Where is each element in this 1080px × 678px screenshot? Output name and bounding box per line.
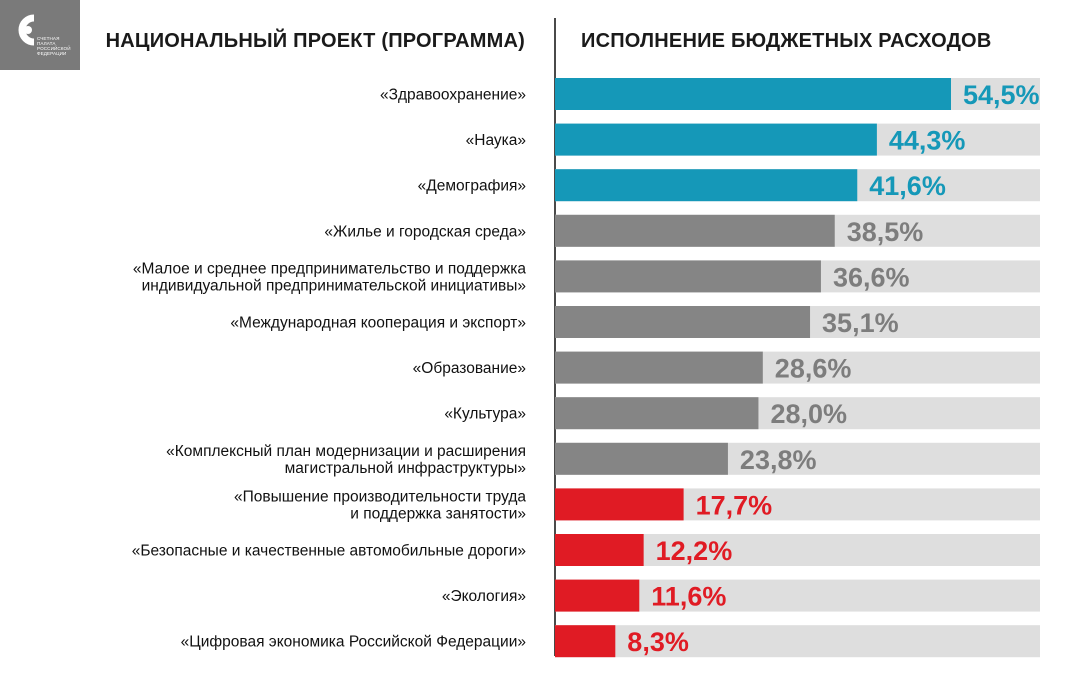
value-label: 38,5%	[847, 217, 924, 247]
bar	[555, 579, 640, 612]
value-label: 28,0%	[770, 399, 847, 429]
category-label: и поддержка занятости»	[350, 505, 526, 522]
value-label: 23,8%	[740, 445, 817, 475]
bar	[555, 214, 835, 247]
value-label: 17,7%	[696, 490, 773, 520]
bar-track	[555, 625, 1040, 658]
column-header-execution: ИСПОЛНЕНИЕ БЮДЖЕТНЫХ РАСХОДОВ	[581, 30, 992, 52]
category-label: «Международная кооперация и экспорт»	[230, 315, 526, 332]
bar	[555, 306, 811, 338]
category-label: «Безопасные и качественные автомобильные…	[132, 543, 526, 560]
category-label: «Демография»	[418, 178, 526, 195]
bar	[555, 260, 821, 293]
bar	[555, 488, 684, 521]
category-label: «Образование»	[413, 360, 526, 377]
value-label: 12,2%	[656, 536, 733, 566]
category-label: «Повышение производительности труда	[234, 488, 526, 505]
category-label: «Цифровая экономика Российской Федерации…	[181, 634, 526, 651]
bar	[555, 534, 644, 566]
value-label: 36,6%	[833, 262, 910, 292]
value-label: 28,6%	[775, 354, 852, 384]
category-label: индивидуальной предпринимательской иници…	[142, 277, 526, 294]
category-label: «Культура»	[444, 406, 526, 423]
value-label: 35,1%	[822, 308, 899, 338]
logo-line: ФЕДЕРАЦИИ	[37, 51, 67, 56]
category-label: «Здравоохранение»	[380, 87, 526, 104]
logo-text: СЧЕТНАЯ ПАЛАТА РОССИЙСКОЙ ФЕДЕРАЦИИ	[37, 36, 77, 56]
logo-line: СЧЕТНАЯ	[37, 36, 60, 41]
bar	[555, 397, 759, 430]
value-label: 8,3%	[627, 627, 689, 657]
logo-emblem-icon	[18, 14, 35, 46]
value-label: 41,6%	[869, 171, 946, 201]
value-label: 54,5%	[963, 80, 1040, 110]
bar	[555, 123, 877, 156]
bar	[555, 169, 858, 202]
value-label: 11,6%	[651, 582, 726, 612]
category-label: «Малое и среднее предпринимательство и п…	[133, 260, 526, 277]
logo-line: ПАЛАТА	[37, 41, 56, 46]
bar	[555, 442, 728, 475]
logo: СЧЕТНАЯ ПАЛАТА РОССИЙСКОЙ ФЕДЕРАЦИИ	[0, 0, 80, 70]
category-label: «Экология»	[442, 588, 526, 605]
value-label: 44,3%	[889, 126, 966, 156]
bar	[555, 625, 616, 658]
bar	[555, 351, 763, 384]
category-label: «Жилье и городская среда»	[324, 223, 526, 240]
category-label: «Наука»	[466, 132, 526, 149]
column-header-project: НАЦИОНАЛЬНЫЙ ПРОЕКТ (ПРОГРАММА)	[105, 30, 525, 52]
bar	[555, 78, 951, 110]
category-label: магистральной инфраструктуры»	[285, 460, 526, 477]
category-label: «Комплексный план модернизации и расшире…	[166, 443, 526, 460]
logo-line: РОССИЙСКОЙ	[37, 46, 71, 51]
